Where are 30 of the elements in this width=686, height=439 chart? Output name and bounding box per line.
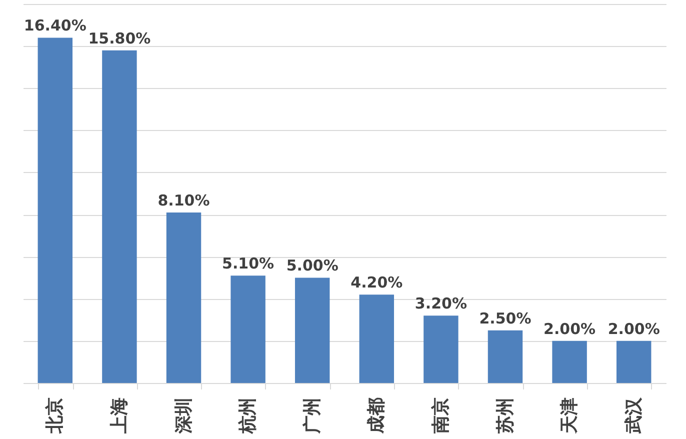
bar — [294, 278, 330, 383]
x-tick-label: 成都 — [366, 398, 388, 434]
data-label: 15.80% — [88, 29, 151, 48]
bar — [616, 340, 652, 383]
x-tick-label: 深圳 — [173, 398, 194, 434]
data-label: 3.20% — [414, 294, 467, 313]
data-label: 4.20% — [350, 274, 403, 292]
bar — [552, 340, 587, 383]
bar — [102, 50, 137, 383]
x-tick-label: 广州 — [302, 398, 323, 434]
data-label: 16.40% — [24, 16, 86, 35]
x-tick-label: 北京 — [44, 398, 66, 434]
bar — [230, 276, 266, 383]
data-label: 5.00% — [286, 256, 338, 275]
bar — [38, 38, 73, 383]
data-label: 8.10% — [158, 191, 210, 210]
x-tick-label: 苏州 — [494, 398, 516, 434]
x-tick-label: 天津 — [559, 398, 580, 434]
data-label: 5.10% — [222, 254, 274, 273]
data-label: 2.50% — [479, 309, 532, 328]
x-tick-label: 武汉 — [623, 396, 644, 434]
bar — [488, 330, 523, 383]
data-label: 2.00% — [608, 320, 660, 338]
bar — [424, 316, 458, 383]
bar — [166, 212, 202, 383]
data-label: 2.00% — [544, 320, 596, 338]
x-tick-label: 杭州 — [238, 398, 259, 434]
x-tick-label: 上海 — [108, 398, 130, 434]
x-tick-label: 南京 — [430, 398, 452, 434]
bar — [359, 294, 394, 383]
